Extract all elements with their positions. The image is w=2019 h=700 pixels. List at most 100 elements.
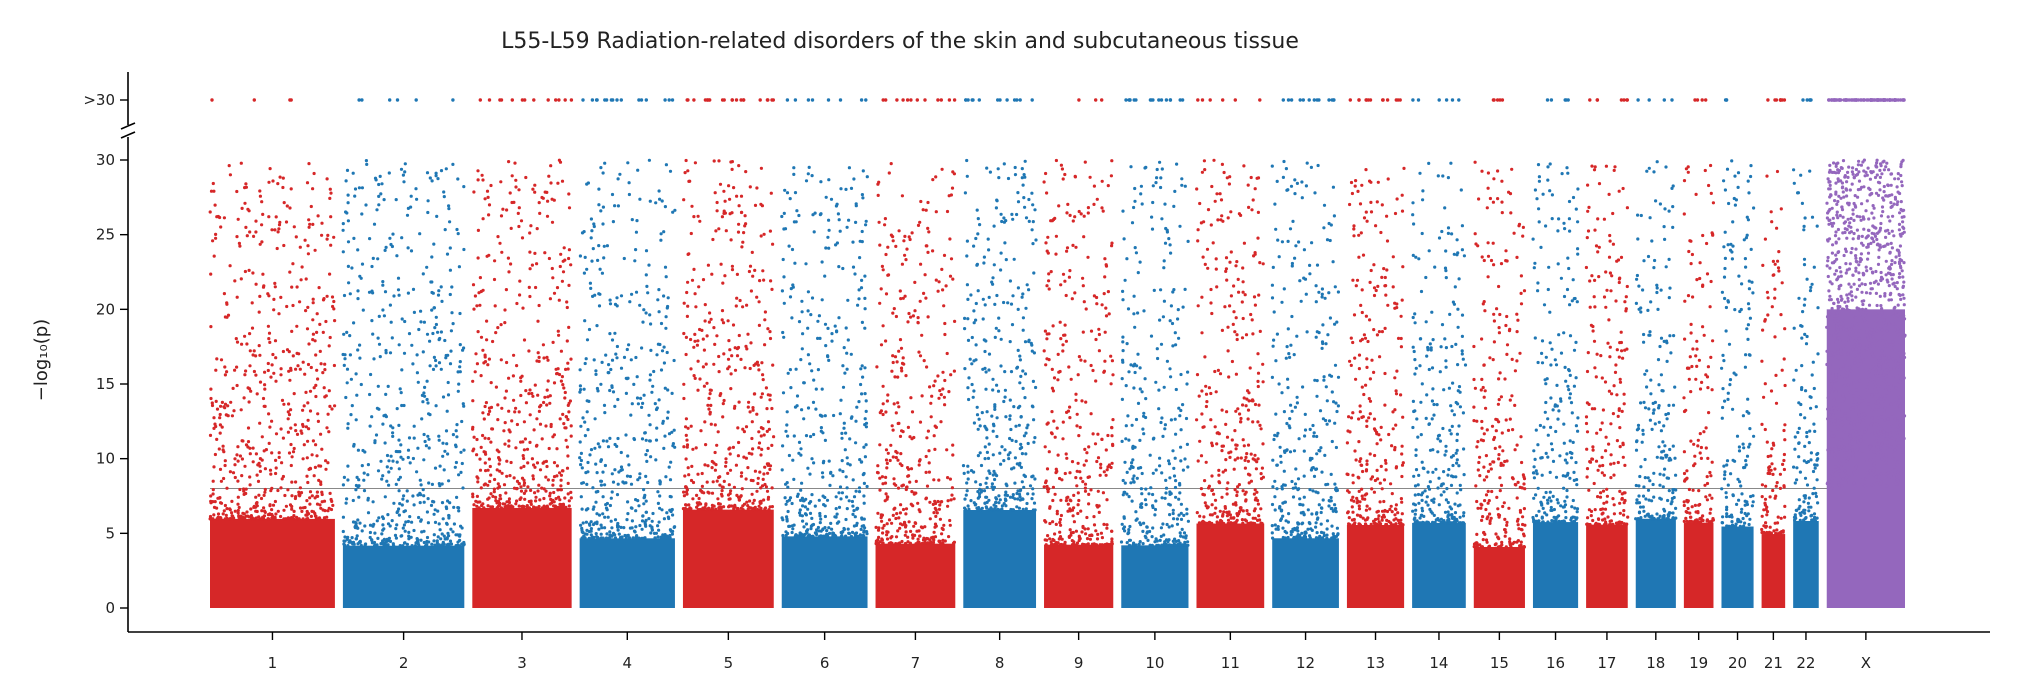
data-point: [1128, 467, 1132, 471]
data-point: [603, 483, 607, 487]
data-point: [1245, 397, 1249, 401]
data-point: [626, 454, 630, 458]
data-point: [257, 310, 261, 314]
data-point: [728, 348, 732, 352]
data-point: [844, 431, 848, 435]
data-point: [526, 461, 530, 465]
data-point: [255, 392, 259, 396]
data-point: [827, 358, 831, 362]
data-point: [346, 464, 350, 468]
data-point: [932, 510, 936, 515]
data-point: [567, 206, 572, 210]
data-point: [299, 278, 303, 282]
data-point: [670, 430, 674, 434]
data-point: [441, 543, 445, 547]
data-point: [313, 339, 317, 343]
data-point: [1094, 529, 1098, 533]
data-point-above-30: [510, 98, 514, 102]
data-point: [363, 544, 367, 548]
data-point: [368, 523, 373, 527]
data-point: [1245, 452, 1249, 456]
data-point: [616, 436, 620, 441]
data-point: [891, 354, 895, 358]
data-point: [858, 458, 862, 462]
data-point: [1019, 374, 1023, 378]
data-point: [694, 305, 698, 309]
point-density-band: [1196, 523, 1265, 608]
data-point: [375, 208, 379, 212]
data-point: [885, 522, 889, 526]
data-point: [329, 243, 333, 247]
data-point: [456, 177, 460, 181]
data-point: [686, 426, 690, 430]
data-point: [586, 428, 590, 432]
data-point: [567, 504, 571, 508]
data-point: [533, 183, 537, 187]
data-point: [486, 195, 490, 199]
data-point: [354, 418, 358, 422]
data-point: [657, 189, 661, 193]
data-point: [715, 209, 719, 213]
data-point: [691, 480, 696, 485]
data-point: [720, 309, 725, 313]
data-point: [343, 535, 347, 539]
data-point: [916, 321, 920, 325]
data-point: [455, 423, 459, 427]
data-point: [423, 394, 427, 398]
data-point: [744, 344, 748, 348]
data-point: [1000, 219, 1004, 224]
data-point: [346, 544, 350, 548]
data-point: [594, 372, 598, 376]
data-point: [411, 287, 416, 291]
data-point: [904, 258, 908, 262]
data-point: [1198, 514, 1202, 518]
data-point: [816, 368, 821, 372]
data-point: [1123, 460, 1127, 464]
data-point: [395, 254, 399, 258]
data-point: [295, 324, 299, 328]
data-point: [322, 386, 326, 390]
data-point: [715, 334, 719, 338]
data-point: [785, 191, 790, 195]
data-point: [218, 431, 222, 435]
data-point: [1054, 252, 1058, 256]
data-point: [972, 321, 976, 325]
data-point: [839, 398, 843, 402]
data-point: [299, 429, 303, 433]
data-point: [1241, 290, 1245, 294]
data-point: [1152, 288, 1156, 292]
data-point: [248, 483, 252, 487]
data-point: [236, 495, 240, 499]
data-point: [1124, 424, 1128, 428]
data-point: [396, 288, 401, 292]
data-point: [266, 324, 270, 328]
data-point: [851, 240, 855, 244]
data-point: [1009, 302, 1014, 306]
data-point: [442, 468, 446, 472]
data-point: [496, 499, 501, 503]
data-point: [601, 536, 605, 540]
data-point: [1139, 505, 1143, 509]
data-point-above-30: [532, 98, 536, 102]
data-point: [355, 526, 359, 530]
data-point: [300, 509, 304, 513]
data-point: [1260, 466, 1264, 470]
data-point: [890, 521, 894, 525]
data-point: [419, 493, 423, 497]
data-point: [889, 541, 893, 545]
data-point: [1237, 212, 1241, 216]
data-point: [836, 212, 841, 216]
data-point: [328, 272, 332, 276]
data-point: [1198, 201, 1202, 206]
data-point: [638, 197, 642, 201]
data-point: [942, 523, 946, 527]
data-point: [311, 338, 315, 342]
data-point: [985, 410, 989, 414]
data-point: [286, 417, 290, 421]
data-point: [963, 316, 967, 320]
data-point: [1102, 470, 1106, 474]
data-point: [416, 493, 420, 497]
data-point: [877, 220, 881, 224]
data-point: [248, 349, 252, 353]
data-point: [446, 452, 450, 456]
